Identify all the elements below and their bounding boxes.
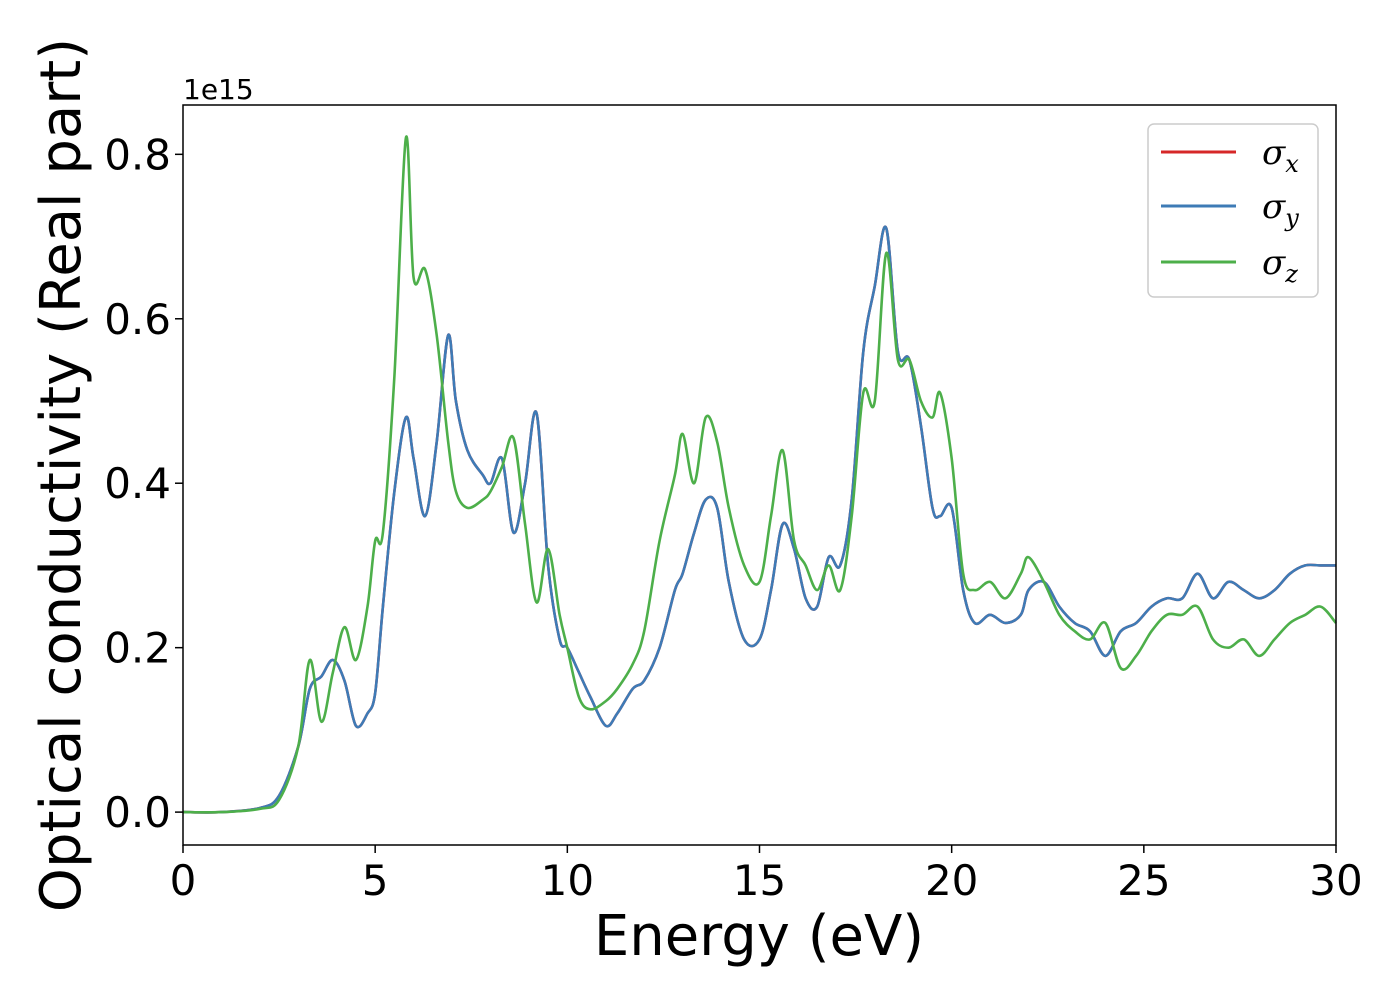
x-tick-label: 5 xyxy=(362,856,389,905)
x-tick-label: 25 xyxy=(1117,856,1170,905)
x-axis: 0 5 10 15 20 25 30 xyxy=(170,845,1363,905)
y-tick-label: 0.8 xyxy=(104,130,171,179)
x-tick-label: 0 xyxy=(170,856,197,905)
legend-box xyxy=(1147,123,1319,298)
y-axis: 0.0 0.2 0.4 0.6 0.8 xyxy=(104,130,183,837)
legend-label-sigma-y: σy xyxy=(1262,187,1299,232)
x-tick-label: 20 xyxy=(925,856,978,905)
x-tick-label: 10 xyxy=(541,856,594,905)
plot-lines xyxy=(182,135,1337,814)
series-line-sigma-y xyxy=(182,225,1336,814)
x-tick-label: 30 xyxy=(1309,856,1362,905)
y-tick-label: 0.4 xyxy=(104,459,171,508)
legend-label-sigma-x: σx xyxy=(1262,133,1299,178)
y-tick-label: 0.6 xyxy=(104,295,171,344)
x-tick-label: 15 xyxy=(733,856,786,905)
legend: σx σy σz xyxy=(1147,123,1319,298)
y-tick-label: 0.2 xyxy=(104,624,171,673)
y-offset-text: 1e15 xyxy=(183,73,254,106)
y-axis-title: Optical conductivity (Real part) xyxy=(29,38,94,912)
legend-label-sigma-z: σz xyxy=(1262,243,1298,288)
x-axis-title: Energy (eV) xyxy=(594,904,924,969)
series-line-sigma-z xyxy=(182,135,1337,814)
y-tick-label: 0.0 xyxy=(104,788,171,837)
